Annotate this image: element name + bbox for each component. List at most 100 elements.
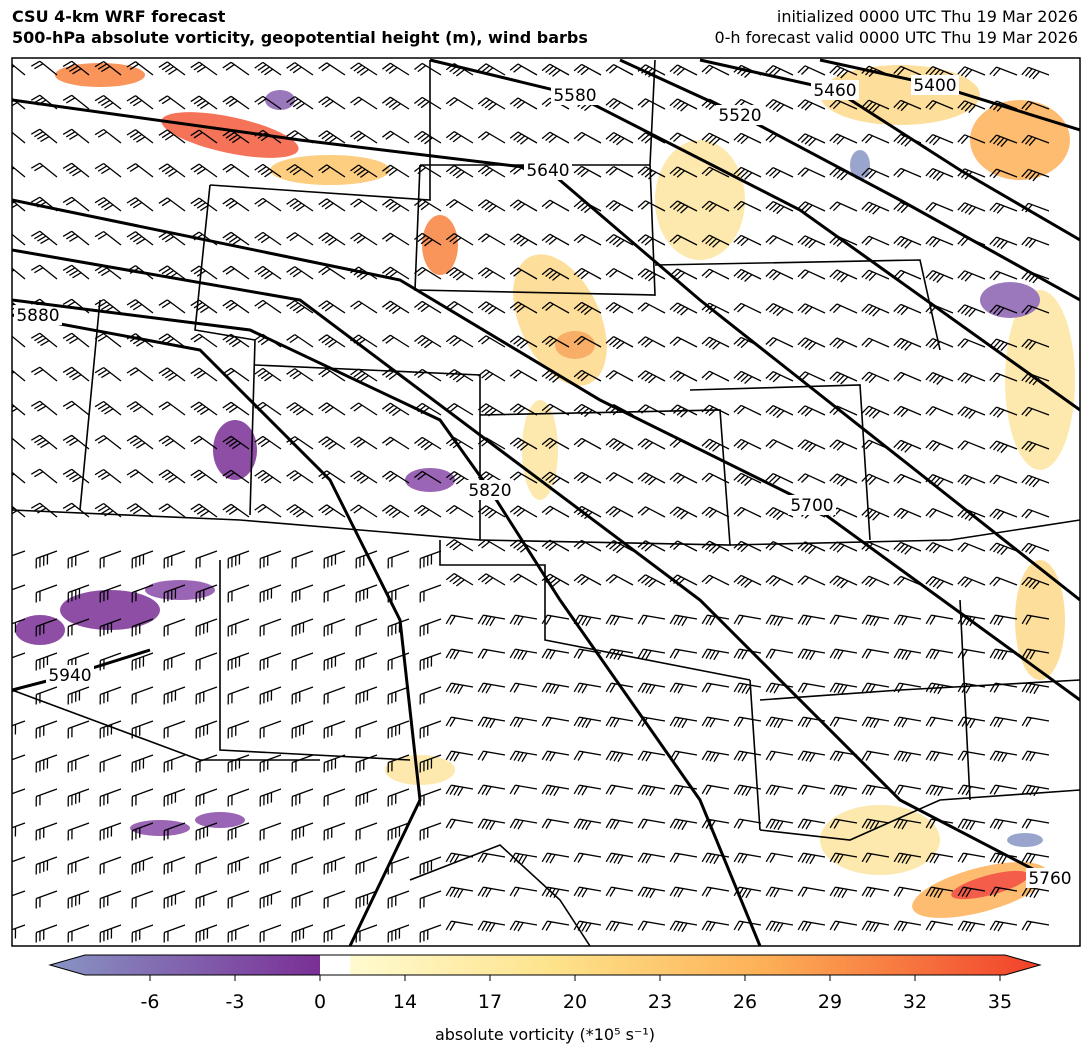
wind-barb <box>509 63 538 76</box>
wind-barb <box>350 402 378 416</box>
wind-barb <box>131 822 154 841</box>
wind-barb <box>669 574 698 586</box>
wind-barb <box>701 234 730 248</box>
wind-barb <box>989 406 1018 418</box>
contour-label-bg <box>811 80 859 100</box>
wind-barb <box>509 505 538 518</box>
wind-barb <box>254 265 282 280</box>
wind-barb <box>387 890 410 909</box>
wind-barb <box>1021 236 1050 249</box>
wind-barb <box>957 134 986 145</box>
contour-label: 5880 <box>16 306 59 326</box>
contour-label: 5400 <box>913 76 956 96</box>
wind-barb <box>605 438 634 452</box>
wind-barb <box>126 299 154 314</box>
wind-barb <box>254 435 282 450</box>
wind-barb <box>765 269 794 281</box>
wind-barb <box>509 716 538 728</box>
wind-barb <box>701 64 730 76</box>
wind-barb <box>733 200 762 212</box>
wind-barb <box>861 133 890 144</box>
wind-barb <box>541 750 570 762</box>
wind-barb <box>259 618 282 637</box>
wind-barb <box>131 856 154 875</box>
wind-barb <box>989 338 1018 352</box>
wind-barb <box>254 469 282 484</box>
wind-barb <box>158 163 186 178</box>
wind-barb <box>35 720 58 739</box>
wind-barb <box>509 437 538 451</box>
wind-barb <box>669 132 698 144</box>
wind-barb <box>957 100 986 114</box>
wind-barb <box>605 302 634 314</box>
wind-barb <box>131 890 154 909</box>
map-body: 5580 5520 5460 5400 5640 5880 5820 5700 5940 5760 <box>12 58 1080 946</box>
contour-label: 5460 <box>813 81 856 101</box>
wind-barb <box>861 269 890 282</box>
wind-barb <box>350 96 378 110</box>
wind-barb <box>765 473 794 485</box>
wind-barb <box>318 164 346 178</box>
wind-barb <box>190 333 218 348</box>
wind-barb <box>254 95 282 110</box>
wind-barb <box>477 63 506 76</box>
wind-barb <box>925 439 954 452</box>
wind-barb <box>126 231 154 246</box>
wind-barb <box>509 784 538 795</box>
wind-barb <box>893 716 922 728</box>
wind-barb <box>62 60 90 76</box>
wind-barb <box>797 473 826 484</box>
height-contour <box>619 58 1080 302</box>
wind-barb <box>669 506 698 520</box>
wind-barb <box>158 231 186 246</box>
wind-barb <box>765 614 794 627</box>
wind-barb <box>1021 716 1050 727</box>
wind-barb <box>30 94 58 110</box>
wind-barb <box>733 852 762 864</box>
wind-barb <box>893 337 922 351</box>
wind-barb <box>419 924 442 943</box>
wind-barb <box>163 550 186 569</box>
wind-barb <box>222 129 250 144</box>
wind-barb <box>62 468 90 484</box>
wind-barb <box>222 503 250 518</box>
wind-barb <box>30 162 58 178</box>
wind-barb <box>286 334 314 348</box>
colorbar-tick-label: 20 <box>563 991 587 1013</box>
wind-barb <box>99 686 122 705</box>
wind-barb <box>318 130 346 144</box>
state-borders <box>12 59 1080 946</box>
wind-barb <box>541 267 570 281</box>
contour-label: 5580 <box>553 86 596 106</box>
wind-barb <box>1021 168 1050 182</box>
contour-label-bg <box>14 305 62 325</box>
wind-barb <box>765 371 794 383</box>
wind-barb <box>541 505 570 518</box>
wind-barb <box>318 300 346 314</box>
wind-barb <box>131 686 154 705</box>
wind-barb <box>62 162 90 178</box>
wind-barb <box>637 302 666 314</box>
wind-barb <box>925 920 954 931</box>
wind-barb <box>925 541 954 554</box>
wind-barb <box>158 299 186 314</box>
wind-barb <box>350 130 378 144</box>
wind-barb <box>222 401 250 416</box>
wind-barb <box>605 132 634 146</box>
wind-barb <box>669 98 698 112</box>
wind-barb <box>414 334 442 349</box>
wind-barb <box>509 614 538 626</box>
wind-barb <box>158 333 186 348</box>
wind-barb <box>893 920 922 932</box>
wind-barb <box>445 301 474 314</box>
wind-barb <box>12 856 26 863</box>
wind-barb <box>323 550 346 569</box>
wind-barb <box>893 167 922 178</box>
wind-barb <box>733 682 762 695</box>
wind-barb <box>989 440 1018 454</box>
wind-barb <box>701 574 730 586</box>
wind-barb <box>957 542 986 553</box>
wind-barb <box>227 652 250 671</box>
wind-barb <box>989 66 1018 77</box>
